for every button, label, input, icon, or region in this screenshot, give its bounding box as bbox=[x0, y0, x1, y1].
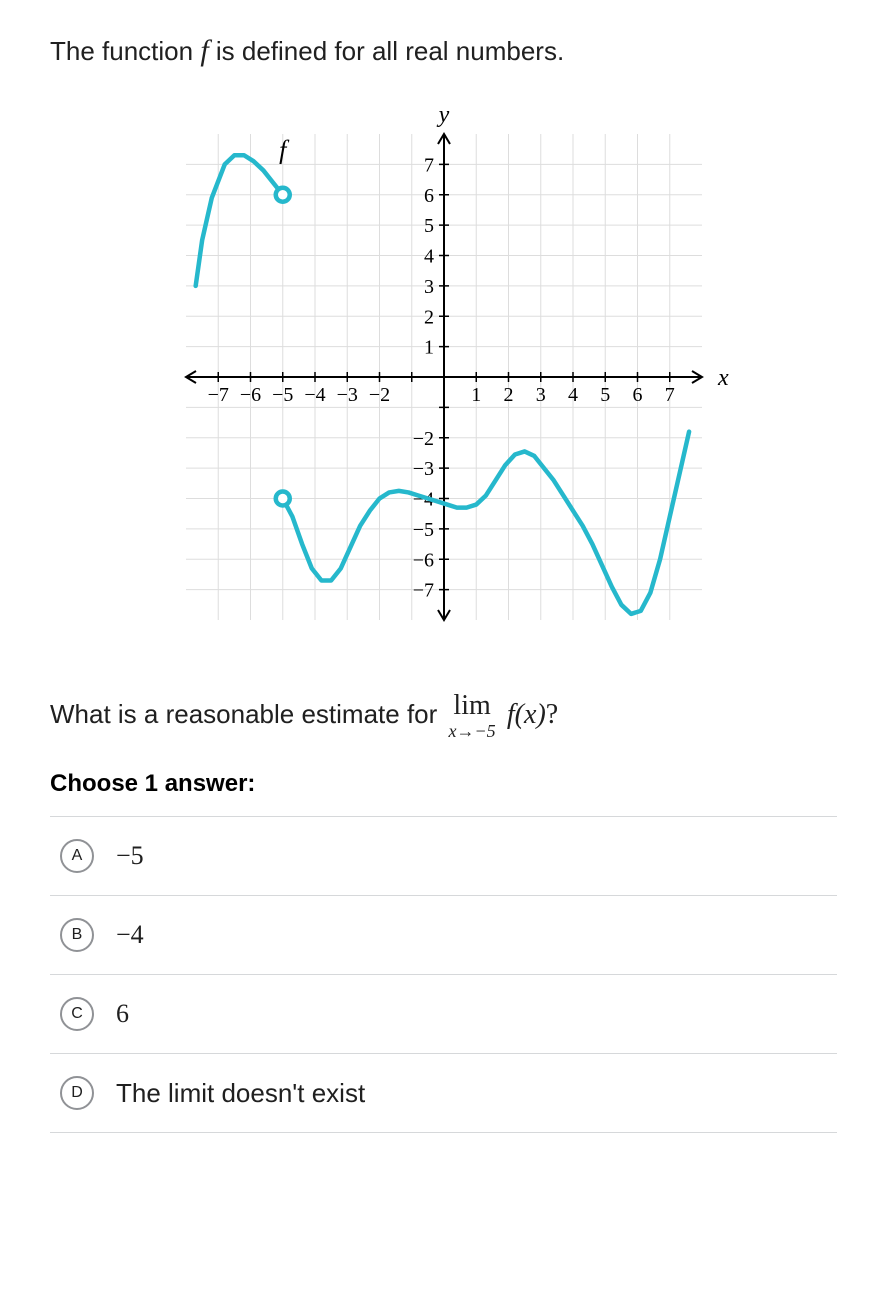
svg-text:5: 5 bbox=[424, 215, 434, 237]
svg-text:y: y bbox=[436, 102, 449, 128]
svg-text:1: 1 bbox=[471, 384, 481, 406]
function-graph: −7−6−5−4−3−212345677654321−2−3−4−5−6−7yx… bbox=[144, 92, 744, 662]
answer-text: −5 bbox=[116, 841, 144, 871]
answer-letter: C bbox=[60, 997, 94, 1031]
answer-text: The limit doesn't exist bbox=[116, 1078, 365, 1109]
chart-container: −7−6−5−4−3−212345677654321−2−3−4−5−6−7yx… bbox=[50, 92, 837, 662]
sub-question: What is a reasonable estimate for lim x→… bbox=[50, 692, 837, 740]
answer-option[interactable]: D The limit doesn't exist bbox=[50, 1054, 837, 1133]
answer-letter: B bbox=[60, 918, 94, 952]
svg-text:4: 4 bbox=[424, 246, 434, 268]
svg-text:−7: −7 bbox=[412, 580, 433, 602]
svg-text:x: x bbox=[717, 365, 729, 391]
svg-text:5: 5 bbox=[600, 384, 610, 406]
subq-prefix: What is a reasonable estimate for bbox=[50, 699, 445, 729]
answer-option[interactable]: B −4 bbox=[50, 896, 837, 975]
answers-list: A −5 B −4 C6 D The limit doesn't exist bbox=[50, 816, 837, 1133]
svg-text:−2: −2 bbox=[368, 384, 389, 406]
svg-text:2: 2 bbox=[424, 306, 434, 328]
svg-text:−2: −2 bbox=[412, 428, 433, 450]
svg-text:−6: −6 bbox=[412, 549, 433, 571]
svg-text:1: 1 bbox=[424, 337, 434, 359]
question-prefix: The function bbox=[50, 36, 200, 66]
answer-text: 6 bbox=[116, 999, 129, 1029]
answer-letter: D bbox=[60, 1076, 94, 1110]
svg-text:−7: −7 bbox=[207, 384, 228, 406]
svg-text:−3: −3 bbox=[336, 384, 357, 406]
svg-text:−3: −3 bbox=[412, 458, 433, 480]
subq-suffix: ? bbox=[546, 699, 558, 730]
answer-option[interactable]: C6 bbox=[50, 975, 837, 1054]
answer-option[interactable]: A −5 bbox=[50, 817, 837, 896]
lim-top: lim bbox=[453, 692, 490, 720]
question-var: f bbox=[200, 34, 208, 67]
choose-label: Choose 1 answer: bbox=[50, 770, 837, 798]
svg-text:7: 7 bbox=[664, 384, 674, 406]
lim-bottom: x→−5 bbox=[449, 722, 496, 740]
svg-text:−6: −6 bbox=[239, 384, 260, 406]
svg-text:6: 6 bbox=[424, 185, 434, 207]
svg-text:f: f bbox=[279, 135, 290, 164]
answer-text: −4 bbox=[116, 920, 144, 950]
svg-text:3: 3 bbox=[535, 384, 545, 406]
svg-text:4: 4 bbox=[568, 384, 578, 406]
svg-text:3: 3 bbox=[424, 276, 434, 298]
svg-text:2: 2 bbox=[503, 384, 513, 406]
lim-fn: f(x) bbox=[507, 699, 546, 730]
svg-text:6: 6 bbox=[632, 384, 642, 406]
question-suffix: is defined for all real numbers. bbox=[209, 36, 565, 66]
limit-expression: lim x→−5 bbox=[449, 692, 496, 740]
question-text: The function f is defined for all real n… bbox=[50, 30, 837, 72]
svg-text:7: 7 bbox=[424, 154, 434, 176]
answer-letter: A bbox=[60, 839, 94, 873]
svg-text:−5: −5 bbox=[272, 384, 293, 406]
svg-text:−4: −4 bbox=[304, 384, 325, 406]
svg-text:−5: −5 bbox=[412, 519, 433, 541]
